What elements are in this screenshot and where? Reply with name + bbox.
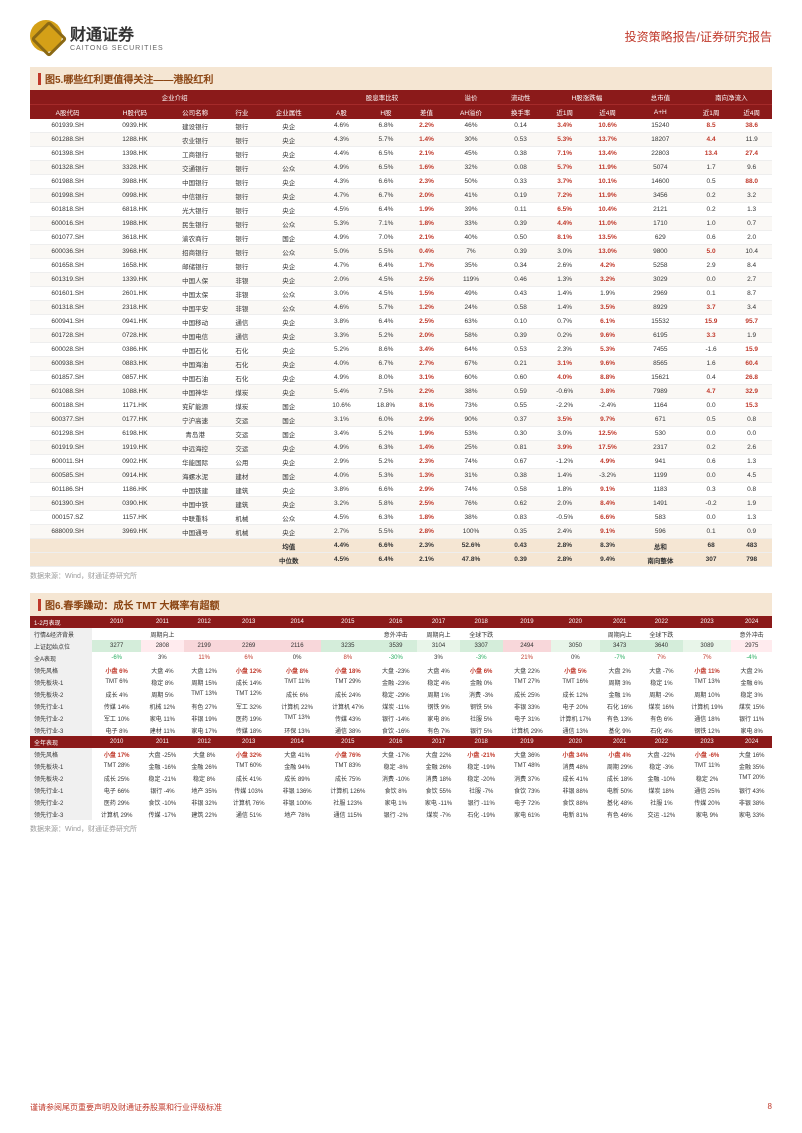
- table-row: 600938.SH0883.HK中国海油石化央企4.0%6.7%2.7%67%0…: [30, 357, 772, 371]
- table-row: 601658.SH1658.HK邮储银行银行央企4.7%6.4%1.7%35%0…: [30, 259, 772, 273]
- table-row: 600377.SH0177.HK宁沪高速交运国企3.1%6.0%2.9%90%0…: [30, 413, 772, 427]
- table-row: 领先行业-2医药 29%食饮 -10%非银 32%计算机 76%非银 100%社…: [30, 796, 772, 808]
- table-row: 600036.SH3968.HK招商银行银行公众5.0%5.5%0.4%7%0.…: [30, 245, 772, 259]
- page-header: 财通证券 CAITONG SECURITIES 投资策略报告/证券研究报告: [30, 20, 772, 52]
- table-row: 领先风格小盘 17%大盘 -25%大盘 8%小盘 32%大盘 41%小盘 76%…: [30, 748, 772, 760]
- table-row: 601318.SH2318.HK中国平安非银公众4.6%5.7%1.2%24%0…: [30, 301, 772, 315]
- table-row: 601998.SH0998.HK中信银行银行央企4.7%6.7%2.0%41%0…: [30, 189, 772, 203]
- table-row: 领先行业-1传媒 14%机械 12%有色 27%军工 32%计算机 22%计算机…: [30, 700, 772, 712]
- table-row: 601319.SH1339.HK中国人保非银央企2.0%4.5%2.5%119%…: [30, 273, 772, 287]
- table-row: 全A表现-6%3%11%6%0%8%-30%3%-3%21%0%-7%7%7%-…: [30, 652, 772, 664]
- table-row: 601818.SH6818.HK光大银行银行央企4.5%6.4%1.9%39%0…: [30, 203, 772, 217]
- table-row: 601328.SH3328.HK交通银行银行公众4.9%6.5%1.6%32%0…: [30, 161, 772, 175]
- table-row: 601298.SH6198.HK青岛港交运国企3.4%5.2%1.9%53%0.…: [30, 427, 772, 441]
- table-row: 688009.SH3969.HK中国通号机械央企2.7%5.5%2.8%100%…: [30, 525, 772, 539]
- table-row: 全年表现201020112012201320142015201620172018…: [30, 736, 772, 748]
- table-fig6: 1-2月表现2010201120122013201420152016201720…: [30, 616, 772, 820]
- table-row: 领先行业-2军工 10%家电 11%非银 19%医药 19%TMT 13%传媒 …: [30, 712, 772, 724]
- header-right: 投资策略报告/证券研究报告: [625, 28, 772, 45]
- logo-icon: [30, 20, 62, 52]
- table-row: 领先行业-1电子 66%银行 -4%地产 35%传媒 103%非银 136%计算…: [30, 784, 772, 796]
- table-row: 601390.SH0390.HK中国中铁建筑央企3.2%5.8%2.5%76%0…: [30, 497, 772, 511]
- table-row: 600028.SH0386.HK中国石化石化央企5.2%8.6%3.4%64%0…: [30, 343, 772, 357]
- table-row: 1-2月表现2010201120122013201420152016201720…: [30, 616, 772, 628]
- table-row: 601398.SH1398.HK工商银行银行央企4.4%6.5%2.1%45%0…: [30, 147, 772, 161]
- logo-en: CAITONG SECURITIES: [70, 45, 164, 52]
- table-row: 600016.SH1988.HK民生银行银行公众5.3%7.1%1.8%33%0…: [30, 217, 772, 231]
- table-row: 601939.SH0939.HK建设银行银行央企4.6%6.8%2.2%46%0…: [30, 119, 772, 133]
- footer-right: 8: [768, 1102, 772, 1113]
- footer: 谨请参阅尾页重要声明及财通证券股票和行业评级标准 8: [30, 1102, 772, 1113]
- table-fig5: 企业介绍股息率比较溢价流动性H股涨跌幅总市值南向净流入A股代码H股代码公司名称行…: [30, 90, 772, 567]
- table-row: 601186.SH1186.HK中国铁建建筑央企3.8%6.6%2.9%74%0…: [30, 483, 772, 497]
- fig6-source: 数据来源：Wind，财通证券研究所: [30, 820, 772, 846]
- table-row: 601728.SH0728.HK中国电信通信央企3.3%5.2%2.0%58%0…: [30, 329, 772, 343]
- fig5-source: 数据来源：Wind，财通证券研究所: [30, 567, 772, 593]
- logo: 财通证券 CAITONG SECURITIES: [30, 20, 164, 52]
- table-row: 601077.SH3618.HK渝农商行银行国企4.9%7.0%2.1%40%0…: [30, 231, 772, 245]
- table-row: 601088.SH1088.HK中国神华煤炭央企5.4%7.5%2.2%38%0…: [30, 385, 772, 399]
- table-row: 600585.SH0914.HK海螺水泥建材国企4.0%5.3%1.3%31%0…: [30, 469, 772, 483]
- table-row: 601988.SH3988.HK中国银行银行央企4.3%6.6%2.3%50%0…: [30, 175, 772, 189]
- table-row: 领先板块-1TMT 6%稳定 8%周期 15%成长 14%TMT 11%TMT …: [30, 676, 772, 688]
- table-row: 领先风格小盘 6%大盘 4%大盘 12%小盘 12%小盘 8%小盘 18%大盘 …: [30, 664, 772, 676]
- table-row: 领先板块-2成长 25%稳定 -21%稳定 8%成长 41%成长 89%成长 7…: [30, 772, 772, 784]
- table-row: 领先行业-3计算机 29%传媒 -17%建筑 22%通信 51%地产 78%通信…: [30, 808, 772, 820]
- footer-left: 谨请参阅尾页重要声明及财通证券股票和行业评级标准: [30, 1102, 222, 1113]
- table-row: 上证起始点位3277280821992269211632353539310433…: [30, 640, 772, 652]
- fig6-title: 图6.春季躁动：成长 TMT 大概率有超额: [30, 593, 772, 616]
- table-row: 600188.SH1171.HK兖矿能源煤炭国企10.6%18.8%8.1%73…: [30, 399, 772, 413]
- table-row: 601601.SH2601.HK中国太保非银公众3.0%4.5%1.5%49%0…: [30, 287, 772, 301]
- table-row: 领先板块-1TMT 28%金融 -16%金融 26%TMT 60%金融 94%T…: [30, 760, 772, 772]
- fig5-title: 图5.哪些红利更值得关注——港股红利: [30, 67, 772, 90]
- table-row: 600011.SH0902.HK华能国际公用央企2.9%5.2%2.3%74%0…: [30, 455, 772, 469]
- table-row: 领先板块-2成长 4%周期 5%TMT 13%TMT 12%成长 6%成长 24…: [30, 688, 772, 700]
- table-row: 601288.SH1288.HK农业银行银行央企4.3%5.7%1.4%30%0…: [30, 133, 772, 147]
- summary-row: 中位数4.5%6.4%2.1%47.8%0.392.8%9.4%南向整体3077…: [30, 553, 772, 567]
- table-row: 000157.SZ1157.HK中联重科机械公众4.5%6.3%1.8%38%0…: [30, 511, 772, 525]
- summary-row: 均值4.4%6.6%2.3%52.6%0.432.8%8.3%总和68483: [30, 539, 772, 553]
- logo-cn: 财通证券: [70, 21, 164, 45]
- table-row: 601919.SH1919.HK中远海控交运央企4.9%6.3%1.4%25%0…: [30, 441, 772, 455]
- table-row: 601857.SH0857.HK中国石油石化央企4.9%8.0%3.1%60%0…: [30, 371, 772, 385]
- table-row: 行情&经济背景周期向上意外冲击周期向上全球下跌周期向上全球下跌意外冲击: [30, 628, 772, 640]
- table-row: 领先行业-3电子 8%建材 11%家电 17%传媒 18%环保 13%通信 38…: [30, 724, 772, 736]
- table-row: 600941.SH0941.HK中国移动通信央企3.8%6.4%2.5%63%0…: [30, 315, 772, 329]
